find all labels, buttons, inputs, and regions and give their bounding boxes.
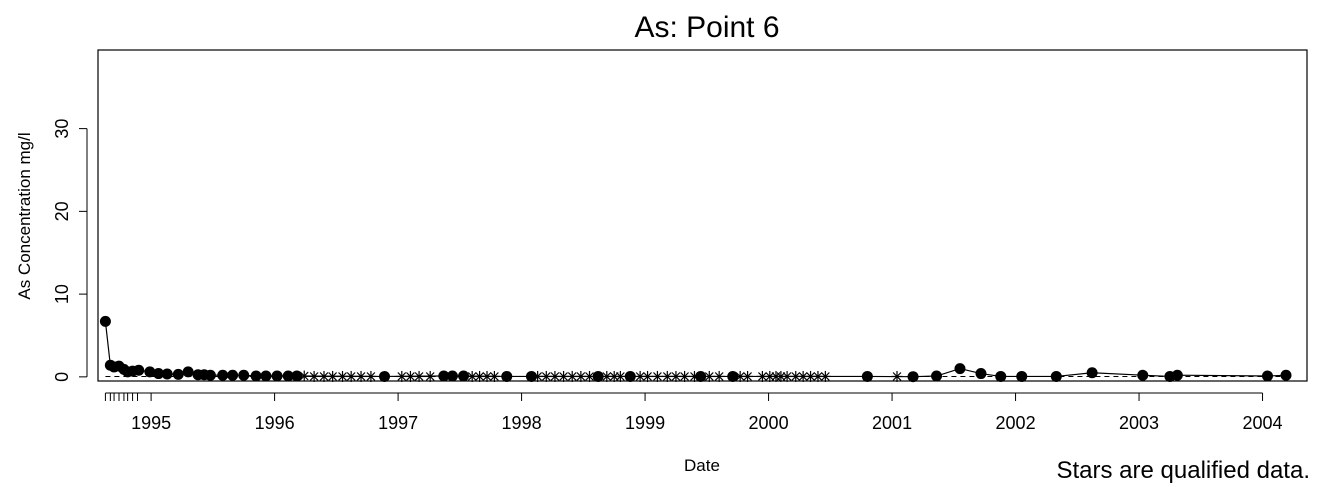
qualified-data-note: Stars are qualified data. bbox=[1057, 457, 1311, 484]
qualified-data-point bbox=[819, 370, 831, 382]
y-axis: 0 10 20 30 bbox=[52, 119, 88, 382]
data-point bbox=[227, 369, 239, 381]
data-point bbox=[438, 370, 450, 382]
y-tick-label: 0 bbox=[52, 372, 72, 382]
data-point bbox=[446, 370, 458, 382]
qualified-data-point bbox=[488, 370, 500, 382]
qualified-data-point bbox=[584, 370, 596, 382]
plot-area bbox=[99, 315, 1292, 383]
data-point bbox=[1261, 370, 1273, 382]
qualified-data-point bbox=[642, 370, 654, 382]
qualified-data-point bbox=[345, 370, 357, 382]
qualified-data-point bbox=[396, 370, 408, 382]
data-point bbox=[1171, 369, 1183, 381]
x-tick-label: 2001 bbox=[872, 413, 912, 433]
data-point bbox=[182, 366, 194, 378]
data-point bbox=[907, 371, 919, 383]
x-tick-label: 2000 bbox=[749, 413, 789, 433]
data-point bbox=[1137, 369, 1149, 381]
data-point bbox=[954, 363, 966, 375]
data-point bbox=[99, 315, 111, 327]
x-tick-label: 1996 bbox=[255, 413, 295, 433]
y-tick-label: 20 bbox=[52, 201, 72, 221]
data-point bbox=[250, 370, 262, 382]
data-point bbox=[592, 370, 604, 382]
qualified-data-point bbox=[614, 370, 626, 382]
qualified-data-point bbox=[355, 370, 367, 382]
qualified-data-point bbox=[540, 370, 552, 382]
data-point bbox=[144, 366, 156, 378]
data-point bbox=[1280, 369, 1292, 381]
x-tick-label: 1995 bbox=[131, 413, 171, 433]
data-point bbox=[271, 370, 283, 382]
x-tick-label: 2002 bbox=[996, 413, 1036, 433]
data-point bbox=[172, 368, 184, 380]
qualified-data-point bbox=[413, 370, 425, 382]
qualified-data-point bbox=[327, 370, 339, 382]
data-point bbox=[1016, 370, 1028, 382]
qualified-data-point bbox=[558, 370, 570, 382]
data-point bbox=[291, 370, 303, 382]
data-point bbox=[217, 369, 229, 381]
y-axis-label: As Concentration mg/l bbox=[15, 132, 34, 299]
data-point bbox=[133, 364, 145, 376]
qualified-data-point bbox=[679, 370, 691, 382]
qualified-data-point bbox=[424, 370, 436, 382]
data-point bbox=[727, 370, 739, 382]
y-tick-label: 10 bbox=[52, 284, 72, 304]
data-point bbox=[238, 369, 250, 381]
x-axis: 1995 1996 1997 1998 1999 2000 2001 2002 2003 2004 bbox=[104, 392, 1283, 433]
qualified-data-point bbox=[651, 370, 663, 382]
x-tick-label: 1997 bbox=[378, 413, 418, 433]
qualified-data-point bbox=[308, 370, 320, 382]
chart-title: As: Point 6 bbox=[634, 11, 779, 44]
data-point bbox=[501, 370, 513, 382]
x-tick-label: 1999 bbox=[625, 413, 665, 433]
qualified-data-point bbox=[688, 370, 700, 382]
x-tick-label: 1998 bbox=[502, 413, 542, 433]
y-tick-label: 30 bbox=[52, 119, 72, 139]
qualified-data-point bbox=[781, 370, 793, 382]
data-point bbox=[624, 370, 636, 382]
data-point bbox=[379, 370, 391, 382]
qualified-data-point bbox=[891, 370, 903, 382]
data-point bbox=[1050, 370, 1062, 382]
data-point bbox=[153, 368, 165, 380]
qualified-data-point bbox=[775, 370, 787, 382]
qualified-data-point bbox=[337, 370, 349, 382]
x-tick-label: 2003 bbox=[1119, 413, 1159, 433]
data-point bbox=[458, 370, 470, 382]
qualified-data-point bbox=[703, 370, 715, 382]
qualified-data-point bbox=[365, 370, 377, 382]
qualified-data-point bbox=[812, 370, 824, 382]
data-point bbox=[260, 370, 272, 382]
series-line bbox=[104, 321, 1287, 378]
data-point bbox=[161, 368, 173, 380]
qualified-data-point bbox=[742, 370, 754, 382]
data-point bbox=[861, 370, 873, 382]
data-point bbox=[995, 370, 1007, 382]
data-point bbox=[282, 370, 294, 382]
x-tick-label: 2004 bbox=[1243, 413, 1283, 433]
qualified-data-point bbox=[661, 370, 673, 382]
plot-frame bbox=[97, 49, 1308, 382]
data-point bbox=[975, 368, 987, 380]
qualified-data-point bbox=[575, 370, 587, 382]
data-point bbox=[204, 369, 216, 381]
x-axis-label: Date bbox=[684, 456, 720, 475]
qualified-data-point bbox=[713, 370, 725, 382]
data-point bbox=[931, 370, 943, 382]
data-point bbox=[1086, 367, 1098, 379]
qualified-data-point bbox=[298, 370, 310, 382]
